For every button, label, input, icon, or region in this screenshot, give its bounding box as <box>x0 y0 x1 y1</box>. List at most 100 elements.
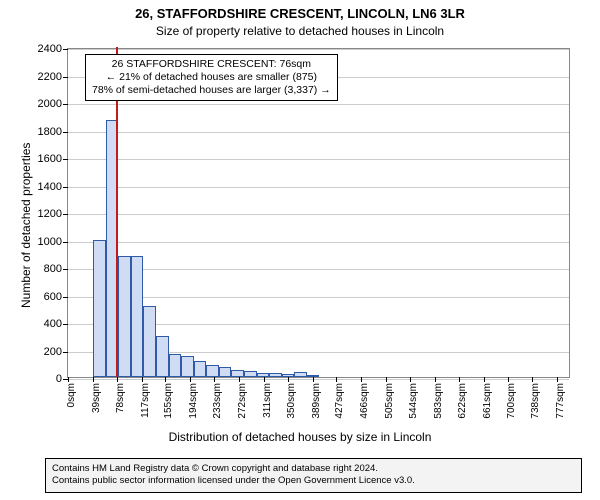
histogram-bar <box>206 365 219 377</box>
property-info-box: 26 STAFFORDSHIRE CRESCENT: 76sqm ← 21% o… <box>85 54 338 101</box>
x-tick-label: 117sqm <box>140 383 151 418</box>
chart-title-address: 26, STAFFORDSHIRE CRESCENT, LINCOLN, LN6… <box>0 6 600 21</box>
y-tick <box>63 324 68 325</box>
y-tick-label: 400 <box>44 318 62 330</box>
x-tick <box>264 377 265 382</box>
x-tick-label: 661sqm <box>482 383 493 419</box>
x-tick <box>165 377 166 382</box>
x-tick <box>532 377 533 382</box>
x-tick <box>142 377 143 382</box>
x-tick-label: 272sqm <box>237 383 248 419</box>
y-tick <box>63 104 68 105</box>
attribution-line1: Contains HM Land Registry data © Crown c… <box>52 463 575 475</box>
histogram-bar <box>307 375 320 377</box>
y-tick-label: 800 <box>44 263 62 275</box>
x-tick-label: 233sqm <box>212 383 223 419</box>
x-tick-label: 39sqm <box>91 383 102 413</box>
x-tick <box>361 377 362 382</box>
x-tick-label: 583sqm <box>433 383 444 419</box>
grid-line <box>68 49 569 50</box>
x-tick-label: 622sqm <box>457 383 468 419</box>
attribution-line2: Contains public sector information licen… <box>52 475 575 487</box>
x-tick-label: 544sqm <box>408 383 419 419</box>
x-tick-label: 78sqm <box>115 383 126 413</box>
x-tick <box>459 377 460 382</box>
y-tick <box>63 77 68 78</box>
x-tick <box>288 377 289 382</box>
histogram-bar <box>143 306 156 378</box>
grid-line <box>68 104 569 105</box>
y-tick <box>63 297 68 298</box>
x-tick <box>214 377 215 382</box>
x-tick-label: 700sqm <box>506 383 517 419</box>
info-line-larger: 78% of semi-detached houses are larger (… <box>92 84 331 97</box>
histogram-bar <box>257 373 270 377</box>
y-tick <box>63 269 68 270</box>
histogram-bar <box>181 356 194 377</box>
x-tick <box>336 377 337 382</box>
y-tick <box>63 187 68 188</box>
x-tick <box>410 377 411 382</box>
x-tick <box>484 377 485 382</box>
y-tick-label: 2000 <box>38 98 62 110</box>
x-tick <box>190 377 191 382</box>
histogram-bar <box>194 361 207 377</box>
info-line-smaller: ← 21% of detached houses are smaller (87… <box>92 71 331 84</box>
attribution-box: Contains HM Land Registry data © Crown c… <box>45 458 582 493</box>
histogram-bar <box>231 370 244 377</box>
x-tick-label: 466sqm <box>359 383 370 419</box>
histogram-bar <box>131 256 144 377</box>
y-tick <box>63 159 68 160</box>
x-tick <box>508 377 509 382</box>
grid-line <box>68 159 569 160</box>
x-tick <box>68 377 69 382</box>
y-tick-label: 1600 <box>38 153 62 165</box>
x-tick <box>313 377 314 382</box>
grid-line <box>68 132 569 133</box>
x-tick-label: 194sqm <box>188 383 199 419</box>
x-tick-label: 389sqm <box>311 383 322 419</box>
y-tick-label: 1000 <box>38 236 62 248</box>
x-tick-label: 155sqm <box>163 383 174 419</box>
y-tick-label: 2200 <box>38 71 62 83</box>
chart-subtitle: Size of property relative to detached ho… <box>0 24 600 38</box>
x-tick-label: 505sqm <box>384 383 395 419</box>
y-tick-label: 1200 <box>38 208 62 220</box>
x-tick <box>435 377 436 382</box>
y-tick-label: 200 <box>44 346 62 358</box>
y-tick-label: 2400 <box>38 43 62 55</box>
histogram-bar <box>93 240 106 378</box>
histogram-bar <box>282 374 295 377</box>
y-tick-label: 0 <box>56 373 62 385</box>
histogram-bar <box>294 372 307 378</box>
histogram-bar <box>169 354 182 377</box>
x-tick <box>93 377 94 382</box>
histogram-bar <box>118 256 131 377</box>
y-tick-label: 600 <box>44 291 62 303</box>
x-tick <box>117 377 118 382</box>
y-tick <box>63 214 68 215</box>
x-tick-label: 427sqm <box>334 383 345 419</box>
grid-line <box>68 242 569 243</box>
x-tick <box>239 377 240 382</box>
x-tick-label: 311sqm <box>262 383 273 418</box>
x-tick-label: 738sqm <box>530 383 541 419</box>
histogram-bar <box>244 371 257 377</box>
x-tick-label: 0sqm <box>66 383 77 407</box>
x-tick <box>557 377 558 382</box>
y-tick <box>63 242 68 243</box>
histogram-bar <box>269 373 282 377</box>
x-axis-label: Distribution of detached houses by size … <box>0 430 600 444</box>
y-axis-label: Number of detached properties <box>19 143 33 308</box>
y-tick <box>63 132 68 133</box>
x-tick-label: 350sqm <box>286 383 297 419</box>
grid-line <box>68 379 569 380</box>
y-tick-label: 1400 <box>38 181 62 193</box>
y-tick-label: 1800 <box>38 126 62 138</box>
grid-line <box>68 187 569 188</box>
y-tick <box>63 49 68 50</box>
y-tick <box>63 352 68 353</box>
histogram-bar <box>219 367 232 377</box>
x-tick <box>386 377 387 382</box>
info-line-size: 26 STAFFORDSHIRE CRESCENT: 76sqm <box>92 58 331 71</box>
